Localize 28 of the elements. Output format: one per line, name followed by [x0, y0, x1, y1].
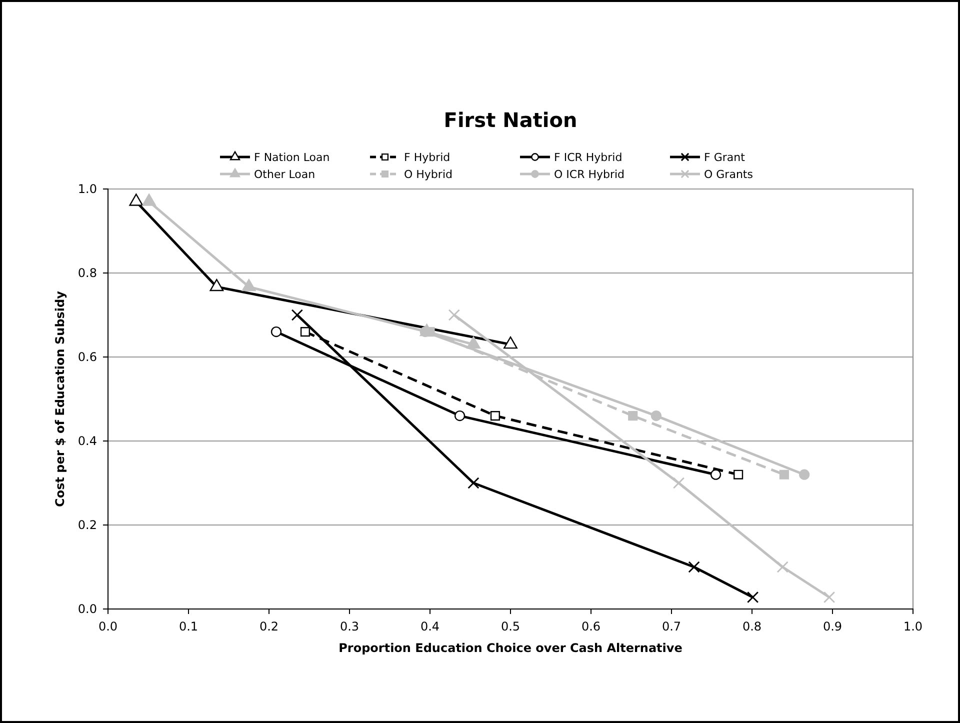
x-tick-label: 0.5: [500, 620, 520, 634]
x-tick-label: 0.6: [581, 620, 601, 634]
legend-label: O Grants: [704, 168, 754, 181]
x-tick-label: 0.2: [259, 620, 279, 634]
x-axis-title: Proportion Education Choice over Cash Alternative: [338, 641, 682, 655]
legend-label: O ICR Hybrid: [554, 168, 625, 181]
x-tick-label: 1.0: [903, 620, 923, 634]
x-tick-label: 0.3: [340, 620, 360, 634]
x-tick-label: 0.8: [742, 620, 762, 634]
chart-title: First Nation: [444, 108, 578, 132]
y-tick-label: 0.6: [78, 350, 97, 364]
y-tick-label: 1.0: [78, 182, 97, 196]
legend-label: F Grant: [704, 151, 746, 164]
legend-label: F Hybrid: [404, 151, 450, 164]
y-tick-label: 0.0: [78, 602, 97, 616]
y-tick-label: 0.4: [78, 434, 97, 448]
legend-label: F ICR Hybrid: [554, 151, 622, 164]
y-tick-label: 0.2: [78, 518, 97, 532]
y-tick-label: 0.8: [78, 266, 97, 280]
x-tick-label: 0.7: [662, 620, 682, 634]
x-tick-label: 0.9: [822, 620, 842, 634]
x-tick-label: 0.4: [420, 620, 440, 634]
x-tick-label: 0.1: [178, 620, 198, 634]
y-axis-title: Cost per $ of Education Subsidy: [53, 290, 67, 507]
legend-label: O Hybrid: [404, 168, 452, 181]
x-tick-label: 0.0: [98, 620, 118, 634]
legend-label: F Nation Loan: [254, 151, 330, 164]
legend-label: Other Loan: [254, 168, 316, 181]
